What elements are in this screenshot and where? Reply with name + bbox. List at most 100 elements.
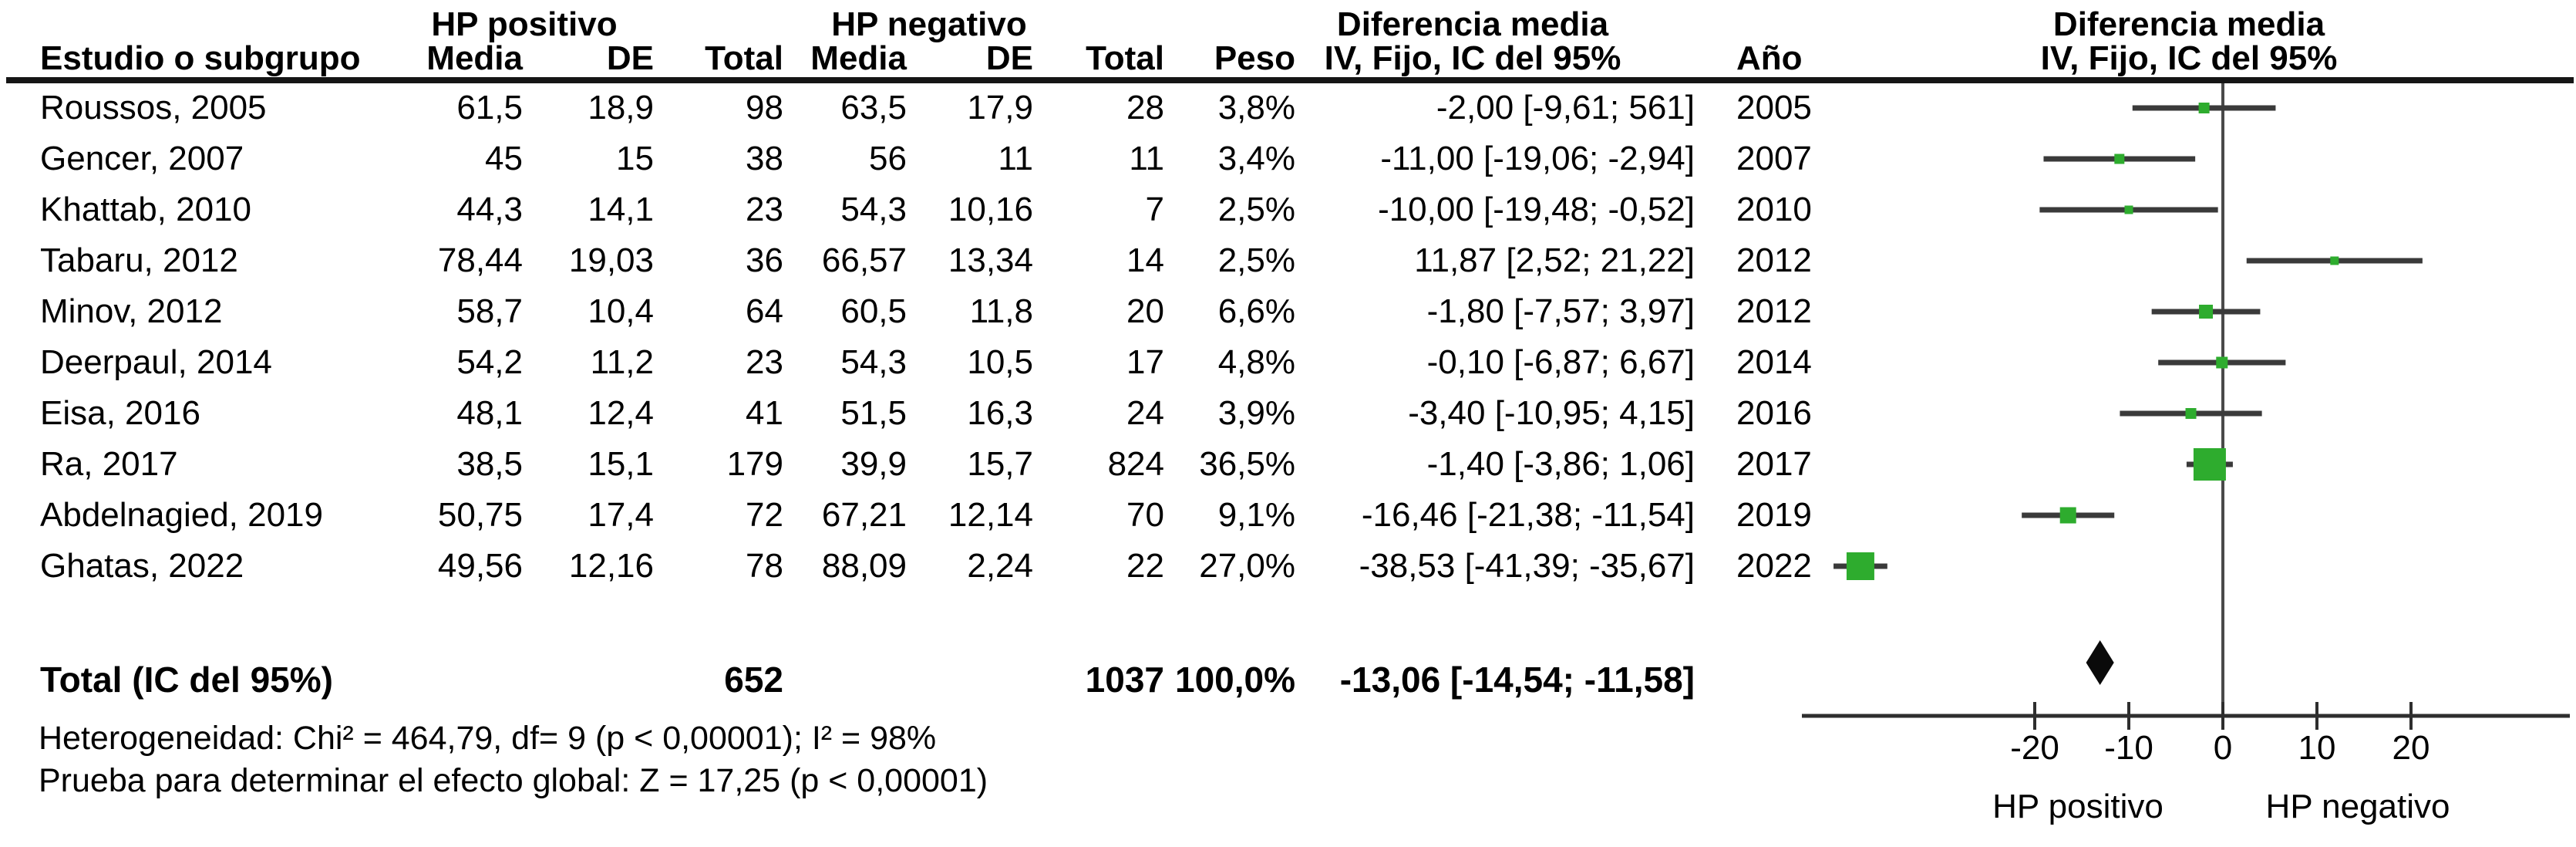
confidence-interval: -0,10 [-6,87; 6,67] (1426, 343, 1695, 381)
x-axis-tick-label: 0 (2214, 729, 2232, 767)
n-negative: 22 (1126, 547, 1164, 585)
x-axis-tick-label: -20 (2010, 729, 2059, 767)
year: 2012 (1736, 292, 1812, 330)
weight: 2,5% (1217, 191, 1295, 228)
study-name: Gencer, 2007 (40, 140, 244, 177)
mean-negative: 39,9 (840, 445, 907, 483)
weight: 3,9% (1217, 394, 1295, 432)
column-header-method: IV, Fijo, IC del 95% (1324, 39, 1621, 77)
column-header-study: Estudio o subgrupo (40, 39, 361, 77)
column-header-weight: Peso (1214, 39, 1295, 77)
n-negative: 824 (1107, 445, 1164, 483)
group-header-hp-negative: HP negativo (831, 5, 1027, 43)
study-row: Abdelnagied, 2019 50,75 17,4 72 67,21 12,14 70… (0, 494, 2576, 537)
effect-square (2059, 507, 2076, 524)
mean-positive: 58,7 (456, 292, 523, 330)
year: 2007 (1736, 140, 1812, 177)
plot-header-method: IV, Fijo, IC del 95% (2040, 39, 2338, 77)
study-row: Minov, 2012 58,7 10,4 64 60,5 11,8 20 6,6% -1,80… (0, 290, 2576, 333)
axis-label-hp-positive: HP positivo (1992, 788, 2164, 825)
effect-square (2114, 154, 2125, 164)
mean-positive: 61,5 (456, 89, 523, 127)
sd-positive: 10,4 (588, 292, 654, 330)
weight: 9,1% (1217, 496, 1295, 534)
confidence-interval: -16,46 [-21,38; -11,54] (1361, 496, 1695, 534)
sd-negative: 15,7 (967, 445, 1033, 483)
weight: 2,5% (1217, 241, 1295, 279)
mean-negative: 66,57 (821, 241, 907, 279)
sd-positive: 12,4 (588, 394, 654, 432)
sd-negative: 2,24 (967, 547, 1033, 585)
n-positive: 38 (746, 140, 783, 177)
total-weight: 100,0% (1174, 660, 1295, 700)
study-name: Eisa, 2016 (40, 394, 200, 432)
table-header-groups: HP positivo HP negativo Diferencia media… (0, 5, 2576, 45)
mean-negative: 63,5 (840, 89, 907, 127)
study-name: Deerpaul, 2014 (40, 343, 272, 381)
total-n-negative: 1037 (1085, 660, 1164, 700)
n-positive: 36 (746, 241, 783, 279)
study-name: Ra, 2017 (40, 445, 178, 483)
n-negative: 11 (1129, 140, 1164, 177)
group-header-hp-positive: HP positivo (431, 5, 618, 43)
sd-negative: 11,8 (969, 292, 1033, 330)
mean-positive: 44,3 (456, 191, 523, 228)
weight: 3,8% (1217, 89, 1295, 127)
overall-effect-note: Prueba para determinar el efecto global:… (39, 762, 988, 799)
study-name: Khattab, 2010 (40, 191, 252, 228)
sd-negative: 17,9 (967, 89, 1033, 127)
effect-square (2216, 356, 2228, 369)
sd-negative: 16,3 (967, 394, 1033, 432)
sd-negative: 10,5 (967, 343, 1033, 381)
mean-positive: 49,56 (437, 547, 523, 585)
mean-negative: 67,21 (821, 496, 907, 534)
mean-negative: 60,5 (840, 292, 907, 330)
column-header-sd-negative: DE (985, 39, 1033, 77)
effect-square (2198, 103, 2210, 113)
year: 2010 (1736, 191, 1812, 228)
column-header-total-negative: Total (1086, 39, 1164, 77)
weight: 6,6% (1217, 292, 1295, 330)
year: 2017 (1736, 445, 1812, 483)
group-header-mean-difference: Diferencia media (1336, 5, 1609, 43)
weight: 27,0% (1199, 547, 1295, 585)
year: 2005 (1736, 89, 1812, 127)
year: 2022 (1736, 547, 1812, 585)
confidence-interval: -2,00 [-9,61; 561] (1436, 89, 1695, 127)
n-negative: 24 (1126, 394, 1164, 432)
weight: 36,5% (1199, 445, 1295, 483)
sd-positive: 14,1 (588, 191, 654, 228)
sd-positive: 12,16 (568, 547, 654, 585)
column-header-total-positive: Total (705, 39, 783, 77)
confidence-interval: -38,53 [-41,39; -35,67] (1359, 547, 1695, 585)
study-row: Tabaru, 2012 78,44 19,03 36 66,57 13,34 14 2,5%… (0, 239, 2576, 282)
plot-header-mean-difference: Diferencia media (2052, 5, 2325, 43)
confidence-interval: -11,00 [-19,06; -2,94] (1380, 140, 1695, 177)
mean-positive: 50,75 (437, 496, 523, 534)
n-positive: 23 (746, 343, 783, 381)
year: 2019 (1736, 496, 1812, 534)
header-rule (6, 77, 2574, 83)
mean-positive: 38,5 (456, 445, 523, 483)
n-negative: 7 (1145, 191, 1164, 228)
study-row: Eisa, 2016 48,1 12,4 41 51,5 16,3 24 3,9% -3,40 … (0, 392, 2576, 435)
table-header-columns: Estudio o subgrupo Media DE Total Media … (0, 40, 2576, 77)
total-n-positive: 652 (724, 660, 783, 700)
n-positive: 179 (726, 445, 783, 483)
effect-square (2199, 305, 2214, 319)
n-negative: 14 (1126, 241, 1164, 279)
sd-negative: 13,34 (948, 241, 1033, 279)
study-name: Minov, 2012 (40, 292, 223, 330)
confidence-interval: -10,00 [-19,48; -0,52] (1378, 191, 1695, 228)
study-row: Gencer, 2007 45 15 38 56 11 11 3,4% -11,00 [-19,… (0, 137, 2576, 181)
sd-positive: 17,4 (588, 496, 654, 534)
effect-square (2185, 408, 2197, 419)
study-row: Ghatas, 2022 49,56 12,16 78 88,09 2,24 22 27,0%… (0, 545, 2576, 588)
weight: 4,8% (1217, 343, 1295, 381)
weight: 3,4% (1217, 140, 1295, 177)
confidence-interval: -1,40 [-3,86; 1,06] (1426, 445, 1695, 483)
n-negative: 20 (1126, 292, 1164, 330)
confidence-interval: -3,40 [-10,95; 4,15] (1408, 394, 1695, 432)
sd-negative: 10,16 (948, 191, 1033, 228)
